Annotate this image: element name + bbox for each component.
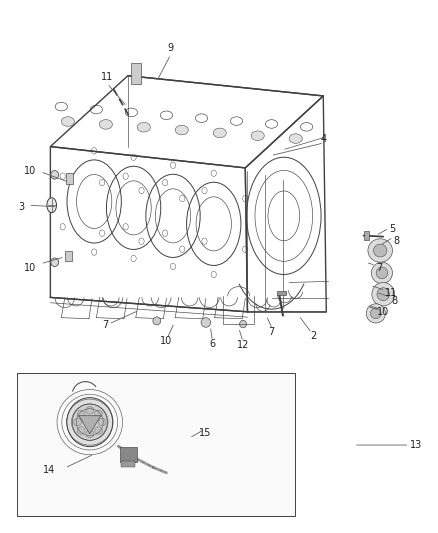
Ellipse shape: [51, 258, 59, 266]
Ellipse shape: [95, 410, 102, 417]
Ellipse shape: [374, 244, 387, 257]
Text: 4: 4: [321, 134, 327, 143]
Text: 6: 6: [209, 339, 215, 349]
Text: 5: 5: [389, 224, 395, 234]
Ellipse shape: [86, 430, 94, 438]
Text: 8: 8: [393, 236, 399, 246]
Bar: [120, 447, 137, 462]
Text: 14: 14: [43, 465, 55, 475]
Ellipse shape: [99, 119, 113, 129]
Text: 10: 10: [377, 307, 389, 317]
Ellipse shape: [201, 318, 211, 327]
Ellipse shape: [72, 404, 107, 440]
Polygon shape: [79, 416, 101, 434]
Ellipse shape: [98, 418, 106, 426]
Ellipse shape: [86, 407, 94, 414]
Text: 11: 11: [101, 72, 113, 82]
Bar: [121, 461, 135, 467]
Bar: [364, 231, 369, 240]
Ellipse shape: [213, 128, 226, 138]
Ellipse shape: [77, 410, 85, 417]
Bar: [17, 373, 295, 516]
Bar: [131, 63, 141, 84]
Ellipse shape: [377, 288, 389, 301]
Ellipse shape: [175, 125, 188, 135]
Text: 7: 7: [102, 320, 108, 330]
Ellipse shape: [371, 308, 381, 319]
Text: 13: 13: [410, 440, 422, 450]
Ellipse shape: [153, 317, 161, 325]
Ellipse shape: [74, 418, 81, 426]
Text: 7: 7: [376, 263, 382, 272]
Ellipse shape: [368, 239, 392, 262]
Text: 11: 11: [385, 288, 397, 298]
Ellipse shape: [85, 417, 95, 427]
Ellipse shape: [77, 427, 85, 434]
Text: 8: 8: [391, 296, 397, 306]
Text: 3: 3: [18, 202, 24, 212]
Bar: [65, 251, 72, 261]
Ellipse shape: [67, 398, 113, 447]
Ellipse shape: [366, 304, 385, 323]
Ellipse shape: [95, 427, 102, 434]
Ellipse shape: [372, 282, 395, 306]
Ellipse shape: [371, 262, 392, 284]
Bar: [66, 173, 73, 184]
Text: 10: 10: [24, 263, 36, 272]
Ellipse shape: [61, 117, 74, 126]
Text: 15: 15: [199, 428, 211, 438]
Bar: [277, 291, 286, 295]
Ellipse shape: [137, 123, 150, 132]
Text: 9: 9: [168, 43, 174, 53]
Text: 7: 7: [268, 327, 275, 336]
Ellipse shape: [51, 171, 59, 179]
Text: 10: 10: [24, 166, 36, 175]
Text: 2: 2: [310, 331, 316, 341]
Ellipse shape: [289, 134, 302, 143]
Text: 10: 10: [160, 336, 173, 346]
Ellipse shape: [251, 131, 264, 141]
Text: 12: 12: [237, 341, 249, 350]
Ellipse shape: [240, 320, 247, 328]
Ellipse shape: [47, 198, 57, 213]
Ellipse shape: [376, 267, 388, 279]
